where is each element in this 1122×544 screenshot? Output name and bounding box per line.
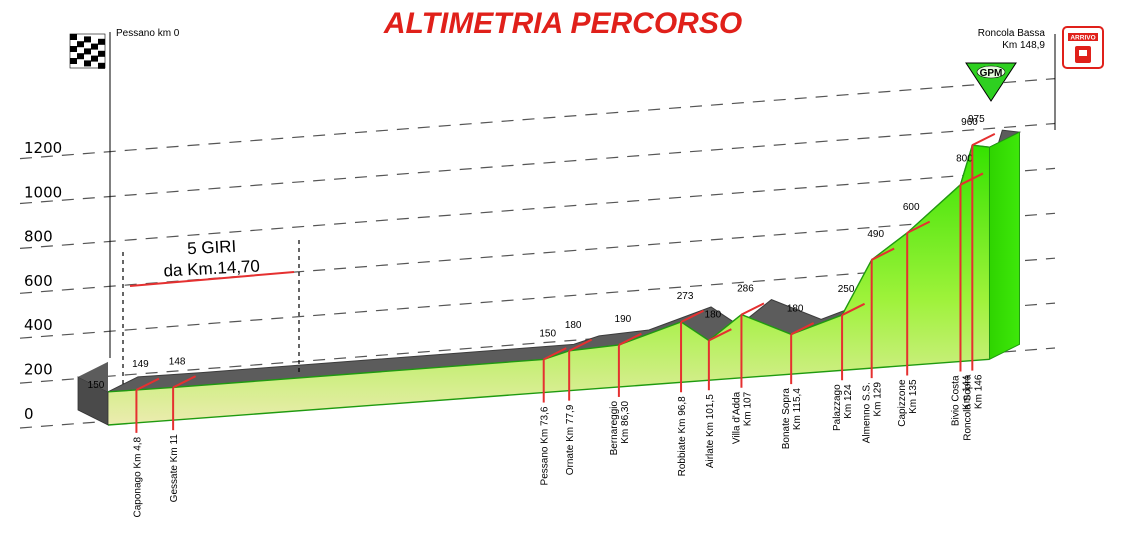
waypoint-markers: 149 Caponago Km 4,8 148 Gessate Km 11 150 Pes… <box>132 114 996 518</box>
y-axis-labels: 1200 1000 800 600 400 200 0 <box>24 139 62 423</box>
waypoint-name: Almenno S.S. Km 129 <box>862 382 884 444</box>
svg-text:Villa d'Adda: Villa d'Adda <box>731 391 742 444</box>
waypoint-name: Bivio Costa Km 144 <box>950 375 972 426</box>
waypoint-name: Bonate Sopra Km 115,4 <box>781 388 803 450</box>
y-tick-label: 600 <box>24 272 53 290</box>
waypoint-elevation: 150 <box>539 328 556 339</box>
waypoint-road-marker <box>906 220 931 234</box>
svg-text:Km 86,30: Km 86,30 <box>620 401 631 444</box>
waypoint-elevation: 286 <box>737 284 754 295</box>
waypoint-name: Caponago Km 4,8 <box>132 436 143 517</box>
svg-text:Airlate Km 101,5: Airlate Km 101,5 <box>705 394 716 468</box>
svg-text:Km 146: Km 146 <box>973 374 984 409</box>
waypoint-name: Airlate Km 101,5 <box>705 394 716 468</box>
start-label: Pessano km 0 <box>116 28 180 39</box>
finish-label-line2: Km 148,9 <box>1002 40 1045 51</box>
right-side <box>988 131 1020 361</box>
waypoint-name: Gessate Km 11 <box>169 434 180 503</box>
svg-text:Km 124: Km 124 <box>843 384 854 419</box>
waypoint-road-marker <box>135 377 160 391</box>
svg-text:Km 107: Km 107 <box>742 391 753 426</box>
waypoint-elevation: 180 <box>565 320 582 331</box>
waypoint-road-marker <box>971 132 996 147</box>
loop-label-line1: 5 GIRI <box>187 237 237 259</box>
waypoint-road-marker <box>172 375 197 389</box>
svg-text:Km 135: Km 135 <box>908 379 919 414</box>
svg-text:Km 129: Km 129 <box>873 382 884 417</box>
svg-text:Ornate Km 77,9: Ornate Km 77,9 <box>565 404 576 475</box>
waypoint-road-marker <box>680 309 705 323</box>
grid-line <box>19 78 1056 160</box>
waypoint-elevation: 975 <box>968 114 985 125</box>
profile-area: 150 960 <box>77 117 1022 426</box>
finish-elevation: 960 <box>961 117 978 128</box>
gpm-label: GPM <box>980 68 1003 79</box>
svg-text:Capizzone: Capizzone <box>897 379 908 427</box>
waypoint-elevation: 250 <box>838 284 855 295</box>
y-tick-label: 1000 <box>24 183 62 201</box>
waypoint-elevation: 149 <box>132 359 149 370</box>
waypoint-road-marker <box>740 302 765 316</box>
svg-text:ARRIVO: ARRIVO <box>1070 35 1095 42</box>
waypoint-name: Capizzone Km 135 <box>897 379 919 427</box>
waypoint-name: Palazzago Km 124 <box>832 384 854 431</box>
svg-text:Gessate Km 11: Gessate Km 11 <box>169 434 180 503</box>
waypoint-name: Ornate Km 77,9 <box>565 404 576 475</box>
gpm-marker: GPM <box>965 62 1017 102</box>
waypoint-elevation: 490 <box>867 229 884 240</box>
waypoint-elevation: 190 <box>615 314 632 325</box>
svg-text:Km 115,4: Km 115,4 <box>792 388 803 430</box>
grid-line <box>19 167 1056 249</box>
waypoint-elevation: 180 <box>705 309 722 320</box>
svg-text:Km 144: Km 144 <box>961 375 972 410</box>
svg-text:Bivio Costa: Bivio Costa <box>950 375 961 426</box>
svg-text:Almenno S.S.: Almenno S.S. <box>862 382 873 443</box>
waypoint-elevation: 180 <box>787 303 804 314</box>
y-tick-label: 200 <box>24 361 53 379</box>
waypoint-elevation: 148 <box>169 356 186 367</box>
finish-label-line1: Roncola Bassa <box>978 28 1046 39</box>
waypoint-road-marker <box>618 332 642 346</box>
waypoint-name: Villa d'Adda Km 107 <box>731 391 753 444</box>
start-elevation: 150 <box>88 380 105 391</box>
profile-front <box>108 145 990 425</box>
waypoint-road-marker <box>708 328 732 342</box>
y-tick-label: 0 <box>24 405 34 423</box>
svg-text:Bernareggio: Bernareggio <box>609 401 620 456</box>
waypoint-elevation: 600 <box>903 202 920 213</box>
svg-text:Roncola Sopra: Roncola Sopra <box>962 374 973 441</box>
arrivo-icon: ARRIVO <box>1062 26 1104 69</box>
waypoint-elevation: 273 <box>677 291 694 302</box>
svg-text:Robbiate Km 96,8: Robbiate Km 96,8 <box>677 396 688 476</box>
waypoint-name: Pessano Km 73,6 <box>540 406 551 485</box>
waypoint-elevation: 800 <box>956 154 973 165</box>
chart-title: ALTIMETRIA PERCORSO <box>383 7 742 40</box>
y-tick-label: 1200 <box>24 139 62 157</box>
waypoint-road-marker <box>841 302 866 316</box>
waypoint-road-marker <box>543 347 567 361</box>
svg-text:Palazzago: Palazzago <box>832 384 843 431</box>
waypoint-name: Robbiate Km 96,8 <box>677 396 688 476</box>
waypoint-name: Bernareggio Km 86,30 <box>609 401 631 456</box>
waypoint-road-marker <box>871 247 895 261</box>
checkered-flag-icon <box>69 33 106 69</box>
y-tick-label: 800 <box>24 228 53 246</box>
svg-text:Bonate Sopra: Bonate Sopra <box>781 388 792 450</box>
loop-underline <box>129 271 295 287</box>
y-tick-label: 400 <box>24 316 53 334</box>
waypoint-name: Roncola Sopra Km 146 <box>962 374 984 441</box>
grid-line <box>19 122 1056 205</box>
waypoint-road-marker <box>568 338 593 352</box>
svg-text:Caponago Km 4,8: Caponago Km 4,8 <box>132 436 143 517</box>
waypoint-road-marker <box>790 322 815 336</box>
svg-text:Pessano Km 73,6: Pessano Km 73,6 <box>540 406 551 485</box>
